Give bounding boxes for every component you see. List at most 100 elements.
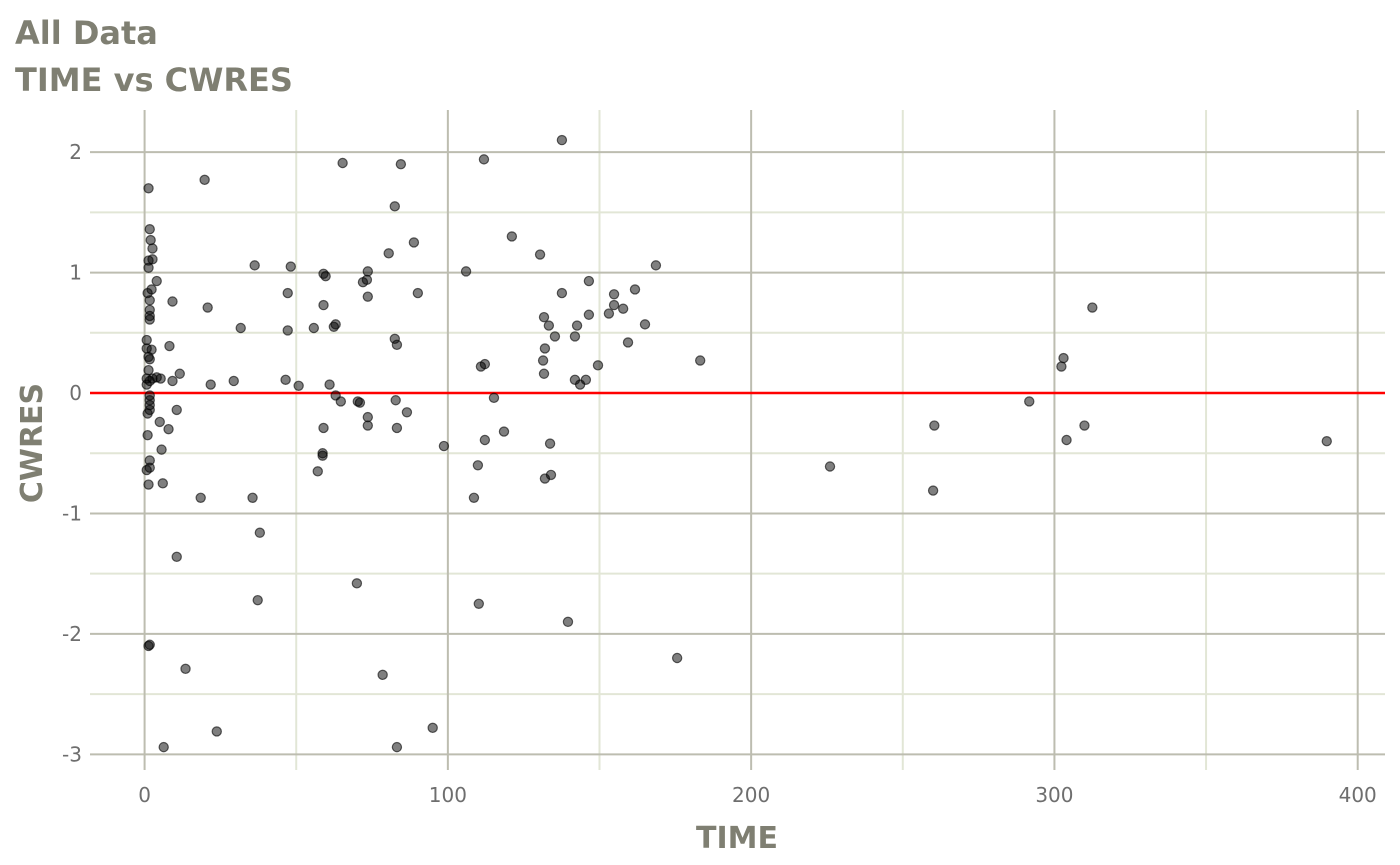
data-point [603, 308, 615, 319]
data-point [249, 260, 260, 271]
data-point [144, 224, 155, 235]
data-point [506, 231, 518, 242]
tick-labels: 0 100 200 300 400 2 1 0 -1 -2 -3 [62, 140, 1377, 807]
data-point [538, 368, 550, 379]
data-point [142, 429, 153, 441]
data-point [569, 331, 581, 342]
data-point [282, 325, 293, 336]
y-tick-label: 0 [69, 381, 82, 405]
data-point [362, 420, 374, 431]
data-point [254, 527, 266, 538]
y-tick-label: -1 [62, 501, 82, 525]
x-tick-label: 300 [1035, 783, 1073, 807]
x-axis-label: TIME [696, 821, 778, 856]
data-point [694, 355, 706, 366]
data-point [308, 322, 320, 334]
data-point [1058, 352, 1069, 364]
data-point [158, 741, 169, 753]
data-point [401, 407, 413, 418]
data-point [312, 466, 323, 477]
data-point [211, 726, 222, 737]
data-point [167, 296, 178, 307]
data-point [180, 663, 191, 675]
data-point [351, 578, 363, 589]
chart-subtitle: TIME vs CWRES [15, 61, 293, 99]
data-point [235, 322, 246, 334]
data-point [534, 249, 546, 260]
data-point [929, 420, 940, 431]
data-point [164, 340, 175, 352]
data-point [362, 266, 374, 277]
data-point [354, 397, 366, 408]
data-point [1321, 436, 1332, 447]
data-point [155, 373, 166, 384]
data-point [151, 275, 162, 287]
data-point [174, 368, 185, 379]
data-point [824, 461, 836, 472]
data-point [1087, 302, 1098, 313]
data-point [202, 302, 213, 313]
data-point [544, 438, 556, 449]
data-point [543, 320, 555, 331]
data-point [650, 260, 662, 271]
data-point [280, 374, 291, 385]
x-tick-label: 0 [138, 783, 151, 807]
data-point [377, 669, 388, 681]
data-point [317, 450, 328, 461]
y-tick-label: -3 [62, 742, 82, 766]
data-point [337, 157, 348, 169]
data-point [608, 299, 620, 311]
data-point [142, 408, 153, 419]
x-tick-label: 100 [429, 783, 467, 807]
data-point [438, 440, 450, 452]
data-point [571, 320, 583, 331]
data-point [163, 423, 174, 435]
data-point [171, 551, 182, 563]
data-point [141, 464, 152, 476]
data-point [318, 422, 329, 434]
data-point [318, 299, 329, 311]
data-point [391, 741, 403, 753]
data-point [383, 248, 394, 259]
data-point [362, 411, 374, 423]
data-point [549, 331, 561, 342]
data-point [156, 444, 167, 455]
data-point [427, 722, 438, 734]
data-point [228, 375, 239, 387]
data-point [293, 380, 304, 392]
data-point [539, 343, 551, 354]
data-point [479, 434, 491, 446]
data-point [252, 594, 263, 606]
data-point [141, 334, 152, 346]
data-point [247, 492, 258, 504]
data-point [479, 358, 491, 370]
data-point [147, 243, 158, 254]
data-point [144, 314, 155, 325]
grid [90, 110, 1385, 770]
data-point [1024, 396, 1035, 407]
data-point [639, 319, 651, 330]
data-point [556, 287, 568, 299]
x-tick-label: 200 [732, 783, 770, 807]
data-point [282, 287, 293, 299]
data-point [335, 396, 347, 407]
data-point [157, 478, 168, 489]
data-point [285, 261, 296, 272]
data-point [143, 262, 154, 273]
data-point [1079, 420, 1090, 431]
data-point [580, 374, 592, 385]
data-point [478, 154, 490, 165]
y-tick-label: -2 [62, 622, 82, 646]
data-point [330, 319, 341, 330]
data-point [391, 422, 403, 434]
data-point [1061, 434, 1072, 446]
data-point [143, 640, 154, 652]
data-point [143, 364, 154, 376]
data-point [144, 295, 155, 306]
data-point [671, 652, 683, 664]
data-point [488, 392, 500, 404]
data-point [617, 303, 629, 314]
data-point [537, 355, 549, 366]
data-point [143, 479, 154, 490]
